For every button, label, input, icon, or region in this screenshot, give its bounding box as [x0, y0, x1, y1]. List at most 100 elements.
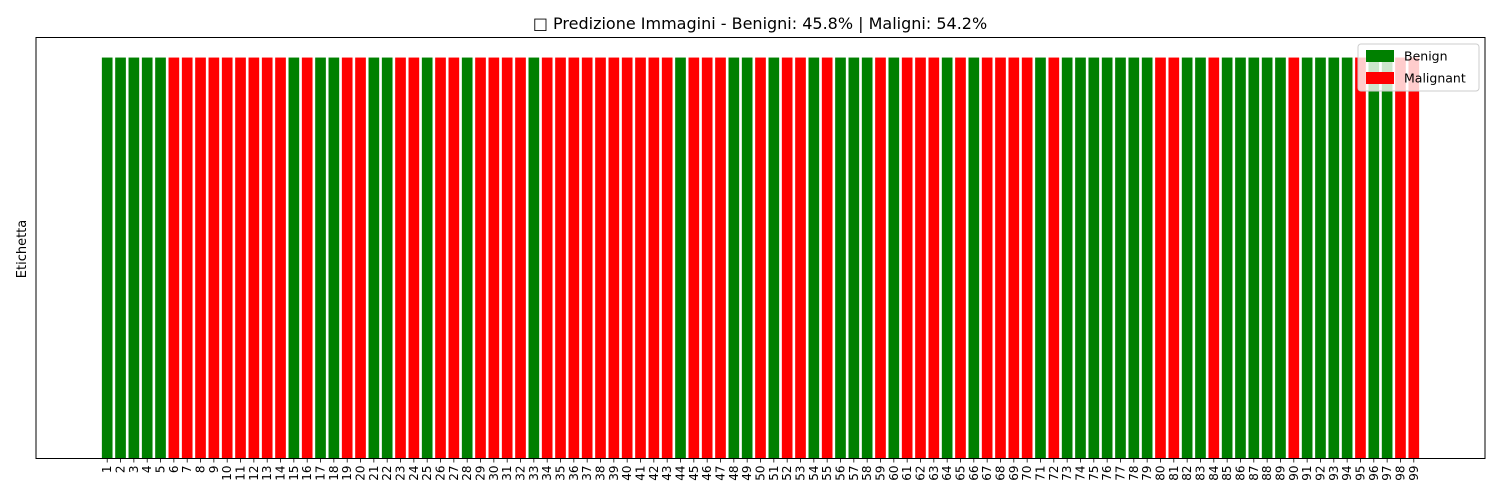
x-tick-label-89: 89: [1273, 466, 1287, 481]
x-tick-label-31: 31: [500, 466, 514, 481]
x-tick-label-44: 44: [674, 466, 688, 481]
bar-25-benign: [421, 57, 433, 459]
bar-29-malignant: [475, 57, 486, 459]
bar-47-malignant: [715, 57, 726, 459]
bar-88-benign: [1261, 57, 1273, 459]
bar-67-malignant: [981, 57, 993, 459]
x-tick-label-66: 66: [967, 466, 981, 481]
legend-swatch-benign: [1366, 50, 1394, 62]
x-tick-label-40: 40: [620, 466, 634, 481]
bar-68-malignant: [995, 57, 1006, 459]
x-tick-label-15: 15: [287, 466, 301, 481]
x-tick-label-47: 47: [714, 466, 728, 481]
x-tick-label-33: 33: [527, 466, 541, 481]
bar-45-malignant: [688, 57, 700, 459]
x-tick-label-27: 27: [447, 466, 461, 481]
bar-2-benign: [115, 57, 126, 459]
bar-26-malignant: [435, 57, 446, 459]
x-tick-label-37: 37: [580, 466, 594, 481]
bar-66-benign: [968, 57, 980, 459]
bar-63-malignant: [928, 57, 940, 459]
bar-59-malignant: [875, 57, 886, 459]
bar-41-malignant: [635, 57, 646, 459]
bar-95-malignant: [1355, 57, 1366, 459]
x-tick-label-20: 20: [354, 466, 368, 481]
x-tick-label-55: 55: [820, 466, 834, 481]
bar-27-malignant: [448, 57, 460, 459]
bar-18-benign: [328, 57, 340, 459]
x-tick-label-96: 96: [1367, 466, 1381, 481]
bar-13-malignant: [261, 57, 273, 459]
x-tick-label-67: 67: [980, 466, 994, 481]
x-tick-label-98: 98: [1393, 466, 1407, 481]
bar-34-malignant: [541, 57, 553, 459]
bar-62-malignant: [915, 57, 926, 459]
x-tick-label-8: 8: [194, 466, 208, 474]
bar-4-benign: [141, 57, 153, 459]
x-tick-label-18: 18: [327, 466, 341, 481]
bar-89-benign: [1275, 57, 1286, 459]
x-tick-label-79: 79: [1140, 466, 1154, 481]
bars-group: [101, 57, 1420, 459]
bar-38-malignant: [595, 57, 606, 459]
chart-title: □ Predizione Immagini - Benigni: 45.8% |…: [533, 14, 987, 33]
bar-8-malignant: [195, 57, 206, 459]
x-tick-label-60: 60: [887, 466, 901, 481]
bar-58-benign: [861, 57, 873, 459]
x-tick-label-59: 59: [873, 466, 887, 481]
x-tick-label-85: 85: [1220, 466, 1234, 481]
x-tick-label-29: 29: [474, 466, 488, 481]
x-tick-label-84: 84: [1207, 466, 1221, 481]
bar-71-benign: [1035, 57, 1046, 459]
bar-10-malignant: [221, 57, 233, 459]
x-tick-label-38: 38: [594, 466, 608, 481]
bar-76-benign: [1101, 57, 1113, 459]
legend: Benign Malignant: [1357, 43, 1480, 92]
bar-30-malignant: [488, 57, 500, 459]
bar-53-malignant: [795, 57, 806, 459]
legend-swatch-malignant: [1366, 72, 1394, 84]
x-tick-label-21: 21: [367, 466, 381, 481]
x-tick-label-30: 30: [487, 466, 501, 481]
bar-3-benign: [128, 57, 140, 459]
bar-19-malignant: [341, 57, 353, 459]
x-tick-label-54: 54: [807, 466, 821, 481]
x-tick-label-82: 82: [1180, 466, 1194, 481]
x-tick-label-49: 49: [740, 466, 754, 481]
x-tick-label-39: 39: [607, 466, 621, 481]
x-tick-label-13: 13: [260, 466, 274, 481]
legend-label-malignant: Malignant: [1404, 71, 1466, 86]
bar-74-benign: [1075, 57, 1086, 459]
y-axis-label: Etichetta: [15, 220, 30, 278]
x-tick-label-32: 32: [514, 466, 528, 481]
bar-82-benign: [1181, 57, 1193, 459]
bar-78-benign: [1128, 57, 1140, 459]
x-tick-label-50: 50: [754, 466, 768, 481]
bar-81-malignant: [1168, 57, 1180, 459]
x-tick-label-71: 71: [1033, 466, 1047, 481]
bar-83-benign: [1195, 57, 1206, 459]
x-tick-label-12: 12: [247, 466, 261, 481]
x-tick-label-58: 58: [860, 466, 874, 481]
bar-73-benign: [1061, 57, 1073, 459]
x-tick-label-81: 81: [1167, 466, 1181, 481]
bar-57-benign: [848, 57, 860, 459]
bar-12-malignant: [248, 57, 260, 459]
x-tick-label-63: 63: [927, 466, 941, 481]
bar-72-malignant: [1048, 57, 1060, 459]
x-tick-label-90: 90: [1287, 466, 1301, 481]
x-tick-label-87: 87: [1247, 466, 1261, 481]
x-tick-label-1: 1: [100, 466, 114, 474]
bar-96-benign: [1368, 57, 1380, 459]
x-tick-label-94: 94: [1340, 466, 1354, 481]
bar-97-benign: [1381, 57, 1393, 459]
bar-40-malignant: [621, 57, 633, 459]
x-tick-label-4: 4: [140, 466, 154, 474]
x-tick-label-62: 62: [913, 466, 927, 481]
x-tick-label-6: 6: [167, 466, 181, 474]
x-tick-label-61: 61: [900, 466, 914, 481]
x-tick-label-48: 48: [727, 466, 741, 481]
x-tick-label-57: 57: [847, 466, 861, 481]
bar-42-malignant: [648, 57, 660, 459]
